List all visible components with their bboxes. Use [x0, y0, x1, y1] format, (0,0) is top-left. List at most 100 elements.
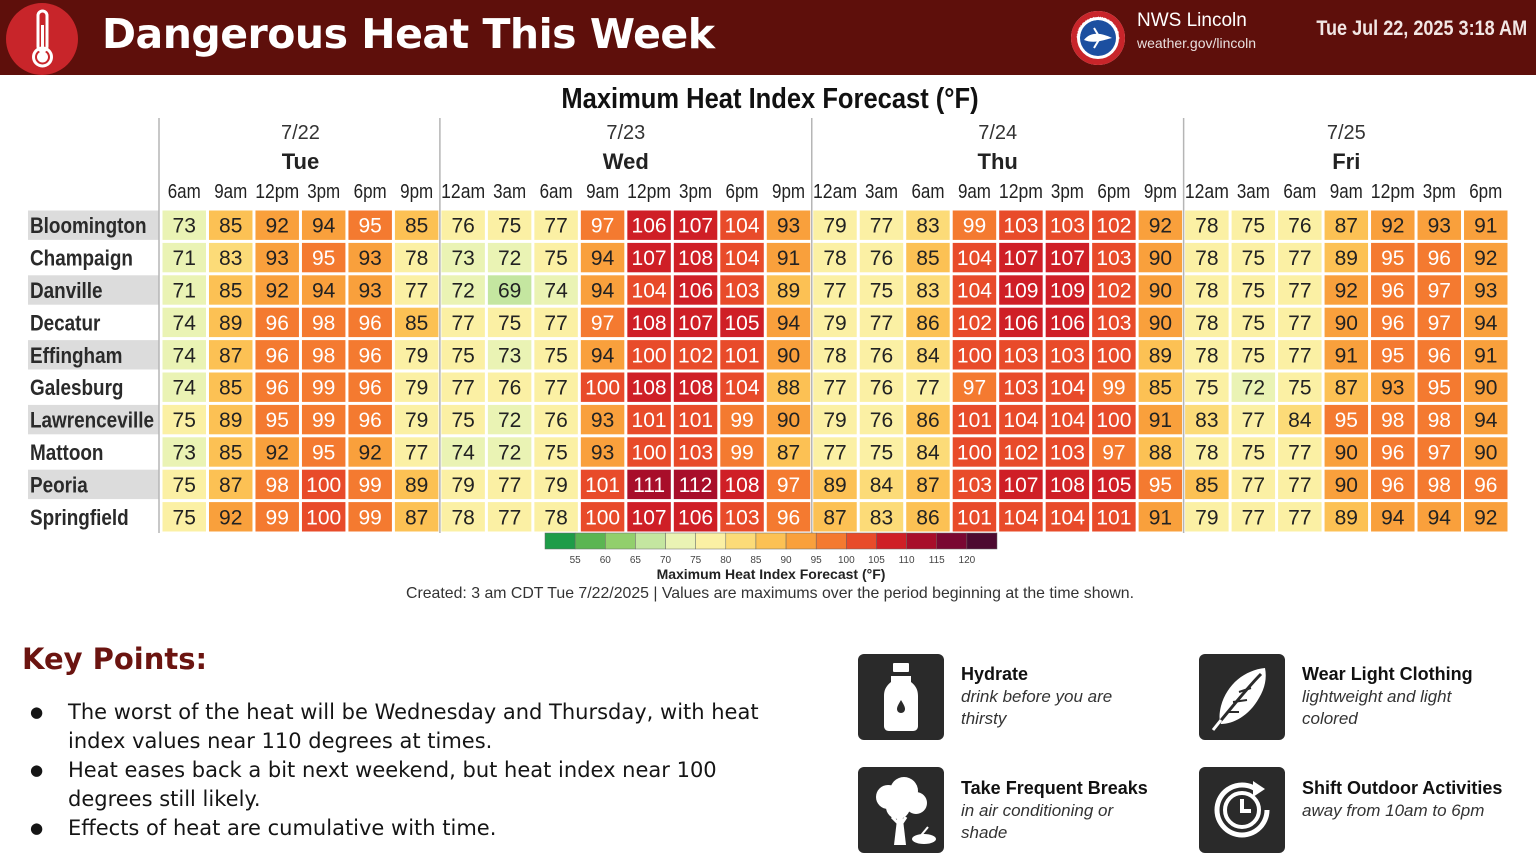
heat-cell: [1324, 340, 1369, 370]
heat-value: 97: [1428, 280, 1451, 303]
heat-value: 75: [1195, 377, 1218, 400]
heat-value: 92: [266, 215, 289, 238]
heat-value: 100: [957, 344, 992, 367]
location-label: Effingham: [30, 343, 122, 368]
legend-swatch: [544, 532, 576, 550]
org-name: NWS Lincoln: [1137, 10, 1247, 31]
heat-cell: [1045, 437, 1090, 467]
heat-cell: [859, 469, 904, 500]
heat-value: 100: [1096, 344, 1131, 367]
heat-cell: [952, 437, 997, 467]
heat-value: 75: [1242, 280, 1265, 303]
org-url-link[interactable]: weather.gov/lincoln: [1137, 35, 1257, 51]
heat-cell: [1185, 210, 1229, 240]
heat-value: 108: [632, 312, 667, 335]
heat-value: 104: [725, 377, 760, 400]
heat-cell: [441, 340, 485, 370]
heat-cell: [208, 502, 253, 532]
heat-value: 93: [1428, 215, 1451, 238]
heat-value: 84: [916, 344, 940, 367]
heat-value: 77: [823, 442, 846, 465]
heat-value: 107: [678, 312, 713, 335]
heat-cell: [952, 372, 997, 402]
heat-cell: [1464, 502, 1508, 532]
heat-value: 102: [957, 312, 992, 335]
heat-value: 108: [678, 377, 713, 400]
heat-value: 104: [1003, 409, 1038, 432]
heat-cell: [673, 210, 718, 240]
heat-cell: [1138, 437, 1183, 467]
heat-value: 91: [777, 247, 800, 270]
heat-value: 77: [1288, 474, 1311, 497]
heat-value: 90: [1335, 442, 1358, 465]
heat-cell: [394, 307, 439, 338]
heat-cell: [627, 469, 671, 500]
heat-cell: [1138, 404, 1183, 435]
heat-cell: [813, 340, 857, 370]
heat-cell: [255, 469, 299, 500]
water-bottle-icon: [858, 654, 944, 740]
heat-cell: [1231, 372, 1276, 402]
heat-cell: [1231, 210, 1276, 240]
heat-cell: [580, 502, 625, 532]
heat-value: 99: [963, 215, 986, 238]
heat-cell: [1324, 502, 1369, 532]
time-label: 6pm: [1097, 181, 1130, 203]
row-label-bg: [28, 469, 159, 500]
feather-icon: [1199, 654, 1285, 740]
heat-value: 98: [1381, 409, 1404, 432]
heat-cell: [162, 372, 206, 402]
heat-cell: [255, 210, 299, 240]
heat-cell: [534, 307, 578, 338]
heat-value: 103: [725, 506, 760, 529]
heat-cell: [348, 372, 392, 402]
heat-cell: [1324, 275, 1369, 305]
heat-value: 75: [173, 506, 196, 529]
heat-cell: [348, 275, 392, 305]
heat-cell: [580, 307, 625, 338]
heat-cell: [952, 210, 997, 240]
heat-value: 75: [1242, 247, 1265, 270]
heat-cell: [255, 437, 299, 467]
heat-cell: [813, 502, 857, 532]
heat-value: 95: [1381, 247, 1404, 270]
heat-cell: [580, 372, 625, 402]
heat-cell: [1092, 275, 1136, 305]
heat-cell: [1231, 307, 1276, 338]
legend-swatch: [755, 532, 787, 550]
heat-cell: [1092, 502, 1136, 532]
legend-swatch: [574, 532, 606, 550]
heat-cell: [1464, 340, 1508, 370]
heat-cell: [394, 372, 439, 402]
time-label: 12am: [813, 181, 857, 203]
heat-value: 107: [632, 506, 667, 529]
heat-value: 98: [312, 344, 335, 367]
heat-cell: [580, 404, 625, 435]
heat-cell: [720, 275, 764, 305]
heat-cell: [1138, 307, 1183, 338]
heat-value: 99: [730, 409, 753, 432]
heat-value: 87: [405, 506, 428, 529]
time-label: 3pm: [1051, 181, 1084, 203]
heat-cell: [1371, 340, 1415, 370]
heat-cell: [348, 404, 392, 435]
heat-cell: [348, 340, 392, 370]
heat-cell: [1092, 242, 1136, 273]
heat-value: 93: [591, 409, 614, 432]
heat-value: 104: [632, 280, 667, 303]
heat-cell: [441, 210, 485, 240]
heat-value: 107: [1050, 247, 1085, 270]
heat-cell: [441, 437, 485, 467]
heat-value: 93: [591, 442, 614, 465]
heat-value: 100: [1096, 409, 1131, 432]
heat-value: 90: [1149, 312, 1172, 335]
heat-cell: [859, 307, 904, 338]
heat-value: 99: [312, 377, 335, 400]
heat-value: 76: [451, 215, 474, 238]
heat-cell: [301, 404, 346, 435]
heat-cell: [720, 242, 764, 273]
location-label: Decatur: [30, 311, 100, 336]
heat-cell: [534, 340, 578, 370]
heat-value: 101: [585, 474, 620, 497]
heat-cell: [1464, 437, 1508, 467]
